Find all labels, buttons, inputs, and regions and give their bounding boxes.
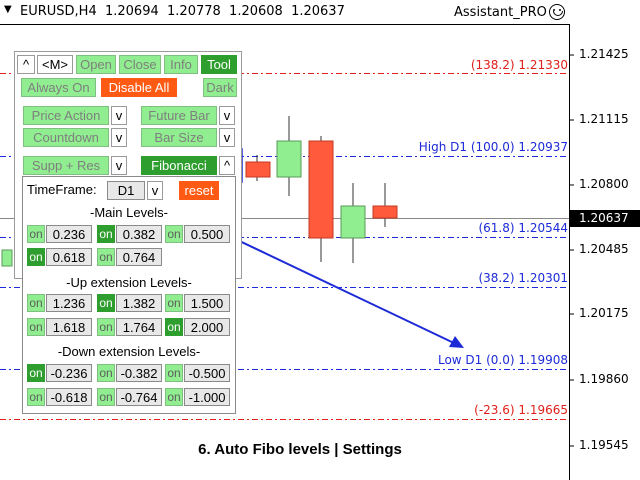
pointer-arrowhead bbox=[449, 336, 464, 348]
quote-high: 1.20778 bbox=[167, 4, 221, 19]
countdown-button[interactable]: Countdown bbox=[23, 128, 109, 147]
candle-4 bbox=[340, 205, 366, 239]
open-button[interactable]: Open bbox=[76, 55, 116, 74]
fib-label-low: Low D1 (0.0) 1.19908 bbox=[437, 353, 568, 367]
up-level-value[interactable]: 1.618 bbox=[46, 318, 92, 336]
main-level-value[interactable]: 0.236 bbox=[46, 225, 92, 243]
down-level-value[interactable]: -0.236 bbox=[46, 364, 92, 382]
up-level-toggle[interactable]: on bbox=[97, 294, 115, 312]
supp-res-dropdown[interactable]: v bbox=[111, 156, 127, 175]
candle-3 bbox=[308, 140, 334, 239]
down-level-value[interactable]: -0.500 bbox=[184, 364, 230, 382]
main-level-value[interactable]: 0.382 bbox=[116, 225, 162, 243]
price-label: 1.20485 bbox=[579, 242, 629, 256]
current-price-tag: 1.20637 bbox=[570, 210, 640, 227]
down-level-toggle[interactable]: on bbox=[97, 388, 115, 406]
fibo-settings-panel: TimeFrame: D1 v reset -Main Levels- on 0… bbox=[22, 176, 236, 414]
symbol-quote: EURUSD,H4 1.20694 1.20778 1.20608 1.2063… bbox=[20, 4, 345, 19]
up-level-toggle[interactable]: on bbox=[165, 318, 183, 336]
main-level-value[interactable]: 0.764 bbox=[116, 248, 162, 266]
assistant-name: Assistant_PRO bbox=[454, 5, 547, 20]
price-label: 1.21425 bbox=[579, 47, 629, 61]
main-levels-title: -Main Levels- bbox=[89, 205, 169, 220]
down-level-toggle[interactable]: on bbox=[165, 388, 183, 406]
down-level-value[interactable]: -0.764 bbox=[116, 388, 162, 406]
candle-1 bbox=[245, 161, 271, 178]
price-label: 1.21115 bbox=[579, 112, 629, 126]
close-button[interactable]: Close bbox=[119, 55, 161, 74]
future-bar-dropdown[interactable]: v bbox=[219, 106, 235, 125]
price-action-dropdown[interactable]: v bbox=[111, 106, 127, 125]
fib-label-m236: (-23.6) 1.19665 bbox=[474, 403, 568, 417]
down-levels-title: -Down extension Levels- bbox=[57, 344, 201, 359]
quote-open: 1.20694 bbox=[104, 4, 159, 19]
fib-label-high: High D1 (100.0) 1.20937 bbox=[418, 140, 568, 154]
collapse-button[interactable]: ^ bbox=[17, 55, 35, 74]
fibonacci-collapse-button[interactable]: ^ bbox=[219, 156, 235, 175]
price-label: 1.20800 bbox=[579, 177, 629, 191]
timeframe-select[interactable]: D1 bbox=[107, 181, 145, 200]
tool-button[interactable]: Tool bbox=[201, 55, 237, 74]
symbol-name: EURUSD,H4 bbox=[20, 4, 97, 19]
bar-size-button[interactable]: Bar Size bbox=[141, 128, 217, 147]
down-level-toggle[interactable]: on bbox=[27, 388, 45, 406]
dark-button[interactable]: Dark bbox=[203, 78, 237, 97]
timeframe-label: TimeFrame: bbox=[27, 182, 97, 197]
fib-label-138: (138.2) 1.21330 bbox=[470, 58, 568, 72]
price-label: 1.19860 bbox=[579, 372, 629, 386]
fib-label-618: (61.8) 1.20544 bbox=[478, 221, 568, 235]
always-on-button[interactable]: Always On bbox=[21, 78, 96, 97]
main-level-toggle[interactable]: on bbox=[27, 248, 45, 266]
menu-button[interactable]: <M> bbox=[37, 55, 73, 74]
caret-down-icon[interactable]: ▼ bbox=[4, 4, 12, 15]
bar-size-dropdown[interactable]: v bbox=[219, 128, 235, 147]
price-action-button[interactable]: Price Action bbox=[23, 106, 109, 125]
price-label: 1.19545 bbox=[579, 438, 629, 452]
candles bbox=[1, 116, 398, 267]
up-level-toggle[interactable]: on bbox=[97, 318, 115, 336]
candle-2 bbox=[276, 140, 302, 178]
price-label: 1.20175 bbox=[579, 306, 629, 320]
up-level-toggle[interactable]: on bbox=[165, 294, 183, 312]
down-level-value[interactable]: -1.000 bbox=[184, 388, 230, 406]
caption: 6. Auto Fibo levels | Settings bbox=[198, 441, 402, 458]
reset-button[interactable]: reset bbox=[179, 181, 219, 200]
smiley-icon bbox=[549, 4, 565, 20]
info-button[interactable]: Info bbox=[164, 55, 198, 74]
main-level-value[interactable]: 0.500 bbox=[184, 225, 230, 243]
main-level-value[interactable]: 0.618 bbox=[46, 248, 92, 266]
future-bar-button[interactable]: Future Bar bbox=[141, 106, 217, 125]
supp-res-button[interactable]: Supp + Res bbox=[23, 156, 109, 175]
down-level-value[interactable]: -0.618 bbox=[46, 388, 92, 406]
timeframe-dropdown[interactable]: v bbox=[147, 181, 163, 200]
fib-label-382: (38.2) 1.20301 bbox=[478, 271, 568, 285]
up-level-toggle[interactable]: on bbox=[27, 318, 45, 336]
up-level-value[interactable]: 1.764 bbox=[116, 318, 162, 336]
up-levels-title: -Up extension Levels- bbox=[66, 275, 192, 290]
up-level-value[interactable]: 1.382 bbox=[116, 294, 162, 312]
up-level-toggle[interactable]: on bbox=[27, 294, 45, 312]
main-level-toggle[interactable]: on bbox=[97, 248, 115, 266]
countdown-dropdown[interactable]: v bbox=[111, 128, 127, 147]
disable-all-button[interactable]: Disable All bbox=[101, 78, 177, 97]
main-level-toggle[interactable]: on bbox=[165, 225, 183, 243]
up-level-value[interactable]: 1.236 bbox=[46, 294, 92, 312]
candle-5 bbox=[372, 205, 398, 219]
candle-left bbox=[1, 249, 13, 267]
down-level-toggle[interactable]: on bbox=[165, 364, 183, 382]
down-level-value[interactable]: -0.382 bbox=[116, 364, 162, 382]
main-level-toggle[interactable]: on bbox=[27, 225, 45, 243]
up-level-value[interactable]: 2.000 bbox=[184, 318, 230, 336]
down-level-toggle[interactable]: on bbox=[97, 364, 115, 382]
quote-close: 1.20637 bbox=[291, 4, 345, 19]
quote-low: 1.20608 bbox=[229, 4, 283, 19]
up-level-value[interactable]: 1.500 bbox=[184, 294, 230, 312]
fibonacci-button[interactable]: Fibonacci bbox=[141, 156, 217, 175]
main-level-toggle[interactable]: on bbox=[97, 225, 115, 243]
price-ticks bbox=[569, 54, 574, 447]
down-level-toggle[interactable]: on bbox=[27, 364, 45, 382]
